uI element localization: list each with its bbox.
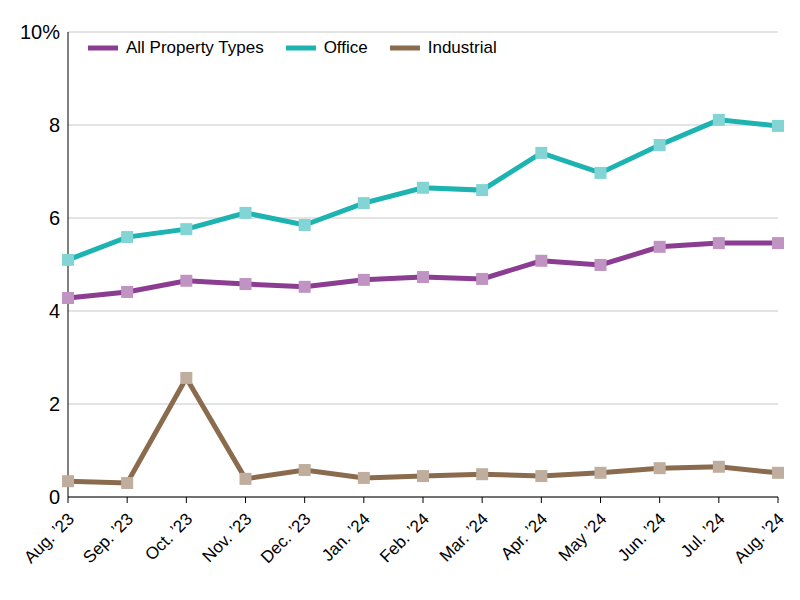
svg-text:Jun. ’24: Jun. ’24 xyxy=(614,509,670,565)
svg-text:Apr. ’24: Apr. ’24 xyxy=(497,509,551,563)
svg-text:8: 8 xyxy=(49,114,60,136)
svg-text:0: 0 xyxy=(49,486,60,508)
html-text:Industrial: Industrial xyxy=(427,38,497,57)
svg-text:Aug. ’24: Aug. ’24 xyxy=(730,509,788,567)
svg-text:Jul. ’24: Jul. ’24 xyxy=(677,509,729,561)
svg-text:10%: 10% xyxy=(20,21,60,43)
svg-text:Nov. ’23: Nov. ’23 xyxy=(199,509,256,566)
html-text:Office: Office xyxy=(323,38,368,57)
svg-text:6: 6 xyxy=(49,207,60,229)
html-text:All Property Types: All Property Types xyxy=(126,38,264,57)
svg-text:Aug. ’23: Aug. ’23 xyxy=(20,509,78,567)
svg-text:2: 2 xyxy=(49,393,60,415)
svg-text:Dec. ’23: Dec. ’23 xyxy=(257,509,315,567)
svg-text:Oct. ’23: Oct. ’23 xyxy=(141,509,196,564)
svg-text:May ’24: May ’24 xyxy=(555,509,611,565)
svg-text:Jan. ’24: Jan. ’24 xyxy=(318,509,374,565)
svg-text:4: 4 xyxy=(49,300,60,322)
svg-text:Sep. ’23: Sep. ’23 xyxy=(80,509,138,567)
svg-text:Mar. ’24: Mar. ’24 xyxy=(436,509,492,565)
svg-text:Feb. ’24: Feb. ’24 xyxy=(376,509,433,566)
